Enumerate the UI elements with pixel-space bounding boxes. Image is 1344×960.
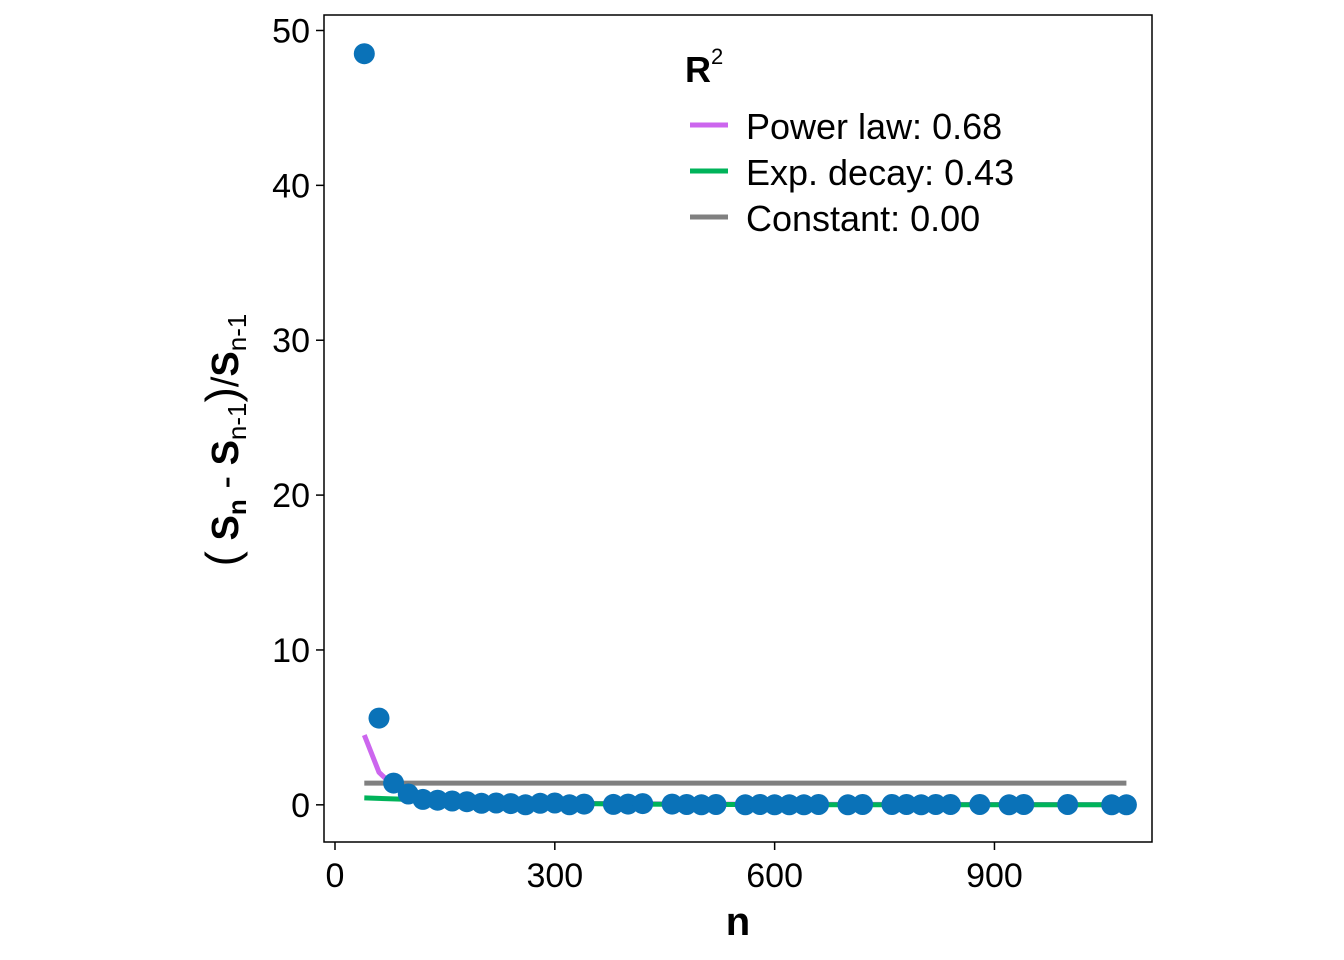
data-point [705,794,727,815]
data-point [808,794,830,815]
y-tick-label: 0 [291,787,310,825]
data-point [778,794,800,816]
data-point [529,792,551,814]
data-point [998,794,1020,816]
data-point [573,793,595,815]
x-tick-label: 900 [966,857,1023,895]
data-point [1013,794,1035,815]
x-tick-label: 0 [326,857,345,895]
data-point [471,792,492,814]
data-point [896,794,917,815]
data-point [837,794,859,816]
y-title-sub3: n-1 [222,314,252,352]
data-points [353,43,1137,816]
y-title-paren-close: ) [196,387,248,402]
data-point [881,794,903,815]
y-title-paren-open: ( [196,550,248,566]
svg-text:( Sn - Sn-1)/Sn-1: ( Sn - Sn-1)/Sn-1 [196,314,252,567]
y-title-minus: - [205,476,247,489]
legend-title: R2 [685,44,723,90]
y-tick-label: 50 [272,12,310,50]
y-tick-label: 40 [272,167,310,205]
data-point [383,772,405,794]
y-tick-label: 20 [272,477,310,515]
data-point [764,794,786,816]
plot-panel-border [323,14,1153,843]
data-point [1101,794,1123,816]
y-title-s1: S [205,515,247,540]
data-point [852,794,874,815]
y-tick-label: 30 [272,322,310,360]
data-point [969,794,991,815]
x-tick-label: 300 [526,857,583,895]
x-axis-title: n [726,900,750,944]
legend-label: Constant: 0.00 [746,198,980,239]
data-point [353,43,375,65]
y-title-s3: S [205,351,247,376]
data-point [793,794,815,816]
legend-entries: Power law: 0.68 Exp. decay: 0.43 Constant:… [690,106,1014,239]
legend-title-superscript: 2 [711,44,723,69]
data-point [749,794,771,815]
data-point [661,793,683,815]
y-axis-title: ( Sn - Sn-1)/Sn-1 [196,314,252,567]
data-point [1115,794,1137,816]
y-title-slash: / [205,376,247,387]
data-point [940,794,961,815]
data-point [676,794,698,815]
x-axis: 0 300 600 900 [326,842,1023,895]
x-tick-label: 600 [746,857,803,895]
y-title-sub2: n-1 [222,402,252,440]
data-point [632,793,654,815]
legend-label: Power law: 0.68 [746,106,1002,147]
data-point [368,707,390,729]
data-point [910,794,932,816]
data-point [734,794,756,816]
y-title-s2: S [205,440,247,465]
legend-label: Exp. decay: 0.43 [746,152,1014,193]
data-point [690,794,712,816]
legend: R2 Power law: 0.68 Exp. decay: 0.43 Consta… [685,44,1014,239]
data-point [1057,794,1079,815]
y-title-sub1: n [222,499,252,515]
y-axis: 0 10 20 30 40 50 [272,12,324,825]
data-point [602,793,624,815]
y-tick-label: 10 [272,632,310,670]
data-point [925,794,947,815]
